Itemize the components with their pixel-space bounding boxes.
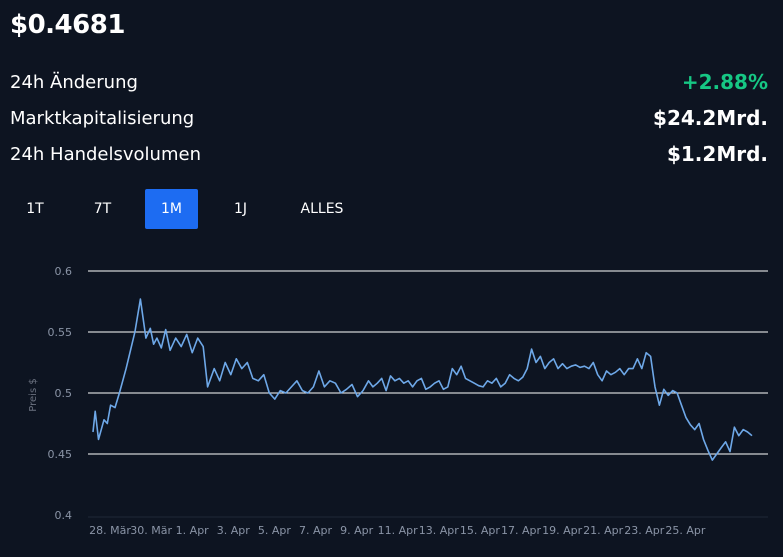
x-tick-label: 13. Apr xyxy=(419,524,459,537)
current-price: $0.4681 xyxy=(10,10,125,40)
stat-label-volume: 24h Handelsvolumen xyxy=(10,143,201,165)
tab-1m[interactable]: 1M xyxy=(145,189,198,229)
x-tick-label: 21. Apr xyxy=(583,524,623,537)
tab-1t[interactable]: 1T xyxy=(26,201,44,217)
tab-alles[interactable]: ALLES xyxy=(300,201,344,217)
y-tick-label: 0.5 xyxy=(55,387,73,400)
x-tick-label: 15. Apr xyxy=(460,524,500,537)
x-tick-label: 23. Apr xyxy=(624,524,664,537)
y-tick-label: 0.55 xyxy=(48,326,73,339)
x-tick-label: 7. Apr xyxy=(299,524,332,537)
x-tick-label: 28. Mär xyxy=(89,524,131,537)
stat-value-volume: $1.2Mrd. xyxy=(666,142,768,166)
x-tick-label: 19. Apr xyxy=(542,524,582,537)
x-tick-label: 11. Apr xyxy=(378,524,418,537)
price-series-line xyxy=(92,298,753,461)
y-tick-label: 0.6 xyxy=(55,265,73,278)
y-tick-label: 0.45 xyxy=(48,448,73,461)
y-tick-label: 0.4 xyxy=(55,509,73,522)
y-axis-label: Preis $ xyxy=(28,378,39,411)
x-tick-label: 5. Apr xyxy=(258,524,291,537)
stat-row-volume: 24h Handelsvolumen $1.2Mrd. xyxy=(10,139,768,169)
price-chart: 0.6 0.55 0.5 0.45 0.4 Preis $ 28. Mär 30. Mär 1.… xyxy=(28,265,768,537)
stat-row-market-cap: Marktkapitalisierung $24.2Mrd. xyxy=(10,103,768,133)
x-tick-label: 1. Apr xyxy=(176,524,209,537)
tab-1j[interactable]: 1J xyxy=(233,201,248,217)
x-tick-label: 17. Apr xyxy=(501,524,541,537)
timeframe-tabs: 1T 7T 1M 1J ALLES xyxy=(10,189,361,229)
x-tick-label: 9. Apr xyxy=(340,524,373,537)
stat-label-24h-change: 24h Änderung xyxy=(10,71,138,93)
x-tick-label: 30. Mär xyxy=(130,524,172,537)
stat-value-24h-change: +2.88% xyxy=(681,70,768,94)
tab-7t[interactable]: 7T xyxy=(93,201,112,217)
stat-value-market-cap: $24.2Mrd. xyxy=(653,106,768,130)
x-tick-label: 3. Apr xyxy=(217,524,250,537)
stat-label-market-cap: Marktkapitalisierung xyxy=(10,107,195,129)
x-tick-label: 25. Apr xyxy=(665,524,705,537)
stat-row-24h-change: 24h Änderung +2.88% xyxy=(10,67,768,97)
